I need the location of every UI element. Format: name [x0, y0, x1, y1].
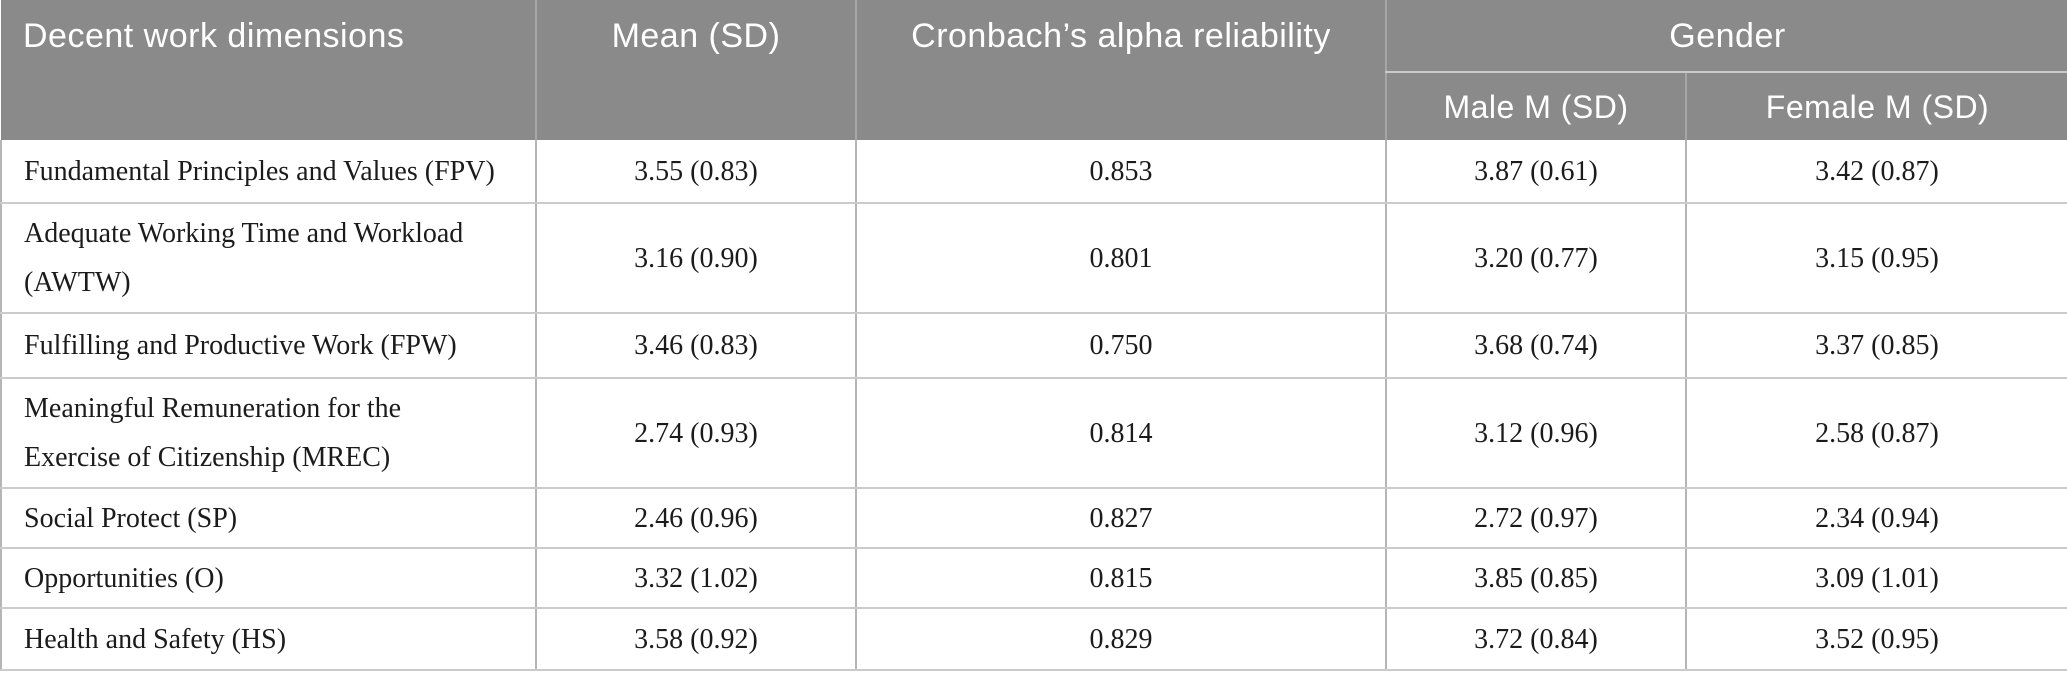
table-body: Fundamental Principles and Values (FPV) …: [0, 140, 2067, 671]
cell-female: 2.58 (0.87): [1685, 378, 2067, 489]
cell-female: 3.52 (0.95): [1685, 608, 2067, 671]
table-row: Social Protect (SP) 2.46 (0.96) 0.827 2.…: [0, 488, 2067, 549]
table-row: Adequate Working Time and Workload (AWTW…: [0, 203, 2067, 314]
cell-dimension: Fundamental Principles and Values (FPV): [0, 140, 536, 204]
cell-dimension: Health and Safety (HS): [0, 608, 536, 671]
table-row: Fulfilling and Productive Work (FPW) 3.4…: [0, 313, 2067, 379]
cell-female: 2.34 (0.94): [1685, 488, 2067, 549]
cell-cronbach: 0.815: [855, 548, 1386, 609]
col-header-mean-sd: Mean (SD): [535, 0, 856, 140]
cell-mean: 3.58 (0.92): [535, 608, 856, 671]
header-row-main: Decent work dimensions Mean (SD) Cronbac…: [1, 0, 2067, 140]
cell-female: 3.37 (0.85): [1685, 313, 2067, 379]
table-header: Decent work dimensions Mean (SD) Cronbac…: [1, 0, 2067, 140]
col-header-male: Male M (SD): [1385, 72, 1686, 140]
cell-female: 3.15 (0.95): [1685, 203, 2067, 314]
cell-cronbach: 0.829: [855, 608, 1386, 671]
cell-mean: 3.55 (0.83): [535, 140, 856, 204]
cell-mean: 3.46 (0.83): [535, 313, 856, 379]
header-row-gender-split: Male M (SD) Female M (SD): [1, 72, 2067, 140]
cell-male: 3.85 (0.85): [1385, 548, 1686, 609]
cell-cronbach: 0.827: [855, 488, 1386, 549]
col-header-female: Female M (SD): [1685, 72, 2067, 140]
cell-cronbach: 0.814: [855, 378, 1386, 489]
cell-dimension: Adequate Working Time and Workload (AWTW…: [0, 203, 536, 314]
table-row: Opportunities (O) 3.32 (1.02) 0.815 3.85…: [0, 548, 2067, 609]
cell-mean: 2.46 (0.96): [535, 488, 856, 549]
cell-dimension: Meaningful Remuneration for the Exercise…: [0, 378, 536, 489]
cell-cronbach: 0.853: [855, 140, 1386, 204]
cell-male: 3.20 (0.77): [1385, 203, 1686, 314]
cell-male: 3.68 (0.74): [1385, 313, 1686, 379]
cell-male: 3.87 (0.61): [1385, 140, 1686, 204]
cell-female: 3.09 (1.01): [1685, 548, 2067, 609]
cell-female: 3.42 (0.87): [1685, 140, 2067, 204]
table-row: Fundamental Principles and Values (FPV) …: [0, 140, 2067, 204]
cell-cronbach: 0.750: [855, 313, 1386, 379]
decent-work-dimensions-table: Decent work dimensions Mean (SD) Cronbac…: [0, 0, 2067, 671]
table-row: Health and Safety (HS) 3.58 (0.92) 0.829…: [0, 608, 2067, 671]
col-header-dimensions: Decent work dimensions: [1, 0, 536, 140]
cell-mean: 3.16 (0.90): [535, 203, 856, 314]
col-header-gender: Gender: [1385, 0, 2067, 73]
cell-male: 3.72 (0.84): [1385, 608, 1686, 671]
cell-dimension: Fulfilling and Productive Work (FPW): [0, 313, 536, 379]
col-header-cronbach-alpha: Cronbach’s alpha reliability: [855, 0, 1386, 140]
cell-dimension: Social Protect (SP): [0, 488, 536, 549]
cell-male: 2.72 (0.97): [1385, 488, 1686, 549]
cell-mean: 3.32 (1.02): [535, 548, 856, 609]
cell-mean: 2.74 (0.93): [535, 378, 856, 489]
table-row: Meaningful Remuneration for the Exercise…: [0, 378, 2067, 489]
cell-cronbach: 0.801: [855, 203, 1386, 314]
cell-dimension: Opportunities (O): [0, 548, 536, 609]
cell-male: 3.12 (0.96): [1385, 378, 1686, 489]
